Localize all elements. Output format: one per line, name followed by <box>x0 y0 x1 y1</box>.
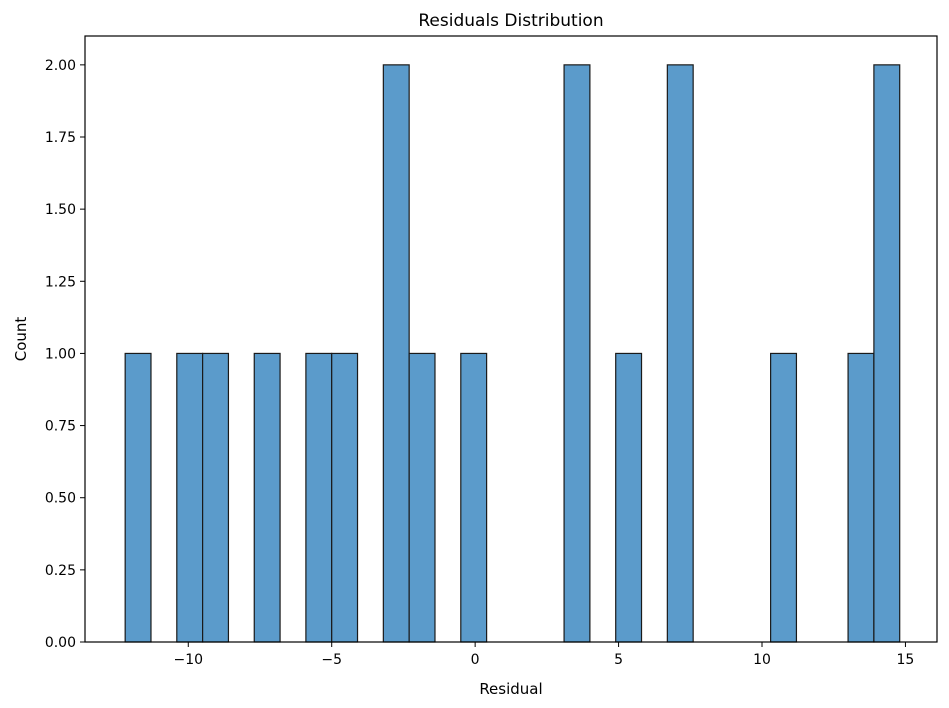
histogram-bar <box>666 64 694 643</box>
bars-layer <box>124 64 901 643</box>
y-tick-label: 0.75 <box>45 419 76 435</box>
histogram-bar <box>460 352 488 643</box>
y-tick-label: 1.75 <box>45 130 76 146</box>
x-axis-ticks: −10 −5 0 5 10 15 <box>173 642 914 668</box>
histogram-bar <box>873 64 901 643</box>
y-tick-label: 0.25 <box>45 563 76 579</box>
x-tick-label: 10 <box>753 652 771 668</box>
plot-area-frame <box>84 35 938 643</box>
y-tick-label: 1.25 <box>45 274 76 290</box>
x-tick-label: 15 <box>897 652 915 668</box>
x-tick-label: 5 <box>614 652 623 668</box>
histogram-bar <box>331 352 359 643</box>
y-axis-ticks: 0.00 0.25 0.50 0.75 1.00 1.25 1.50 1.75 2.00 <box>45 58 85 651</box>
histogram-bar <box>408 352 436 643</box>
histogram-bar <box>847 352 875 643</box>
x-axis-label: Residual <box>479 680 542 698</box>
y-tick-label: 2.00 <box>45 58 76 74</box>
y-tick-label: 0.00 <box>45 635 76 651</box>
y-tick-label: 0.50 <box>45 491 76 507</box>
x-tick-label: −5 <box>321 652 342 668</box>
y-tick-label: 1.50 <box>45 202 76 218</box>
x-tick-label: 0 <box>471 652 480 668</box>
y-axis-label: Count <box>12 317 30 362</box>
histogram-bar <box>176 352 204 643</box>
histogram-bar <box>615 352 643 643</box>
histogram-bar <box>202 352 230 643</box>
histogram-bar <box>305 352 333 643</box>
histogram-bar <box>124 352 152 643</box>
histogram-bar <box>770 352 798 643</box>
x-tick-label: −10 <box>173 652 203 668</box>
histogram-bar <box>253 352 281 643</box>
chart-title: Residuals Distribution <box>418 11 603 31</box>
y-tick-label: 1.00 <box>45 346 76 362</box>
histogram-bar <box>382 64 410 643</box>
histogram-bar <box>563 64 591 643</box>
